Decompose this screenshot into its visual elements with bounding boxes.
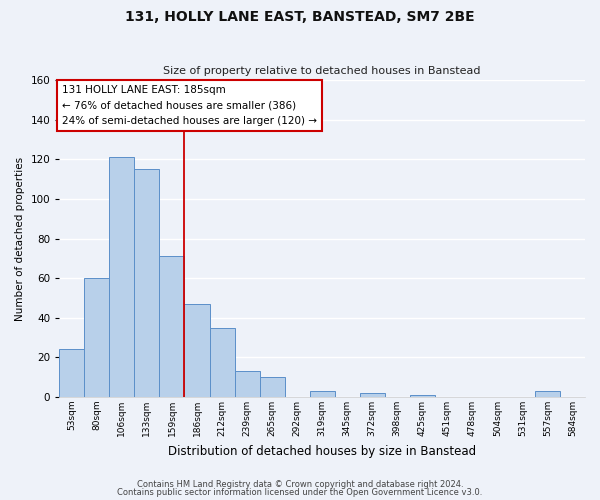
Y-axis label: Number of detached properties: Number of detached properties [15, 156, 25, 320]
Bar [109, 158, 134, 397]
Bar [235, 372, 260, 397]
Title: Size of property relative to detached houses in Banstead: Size of property relative to detached ho… [163, 66, 481, 76]
X-axis label: Distribution of detached houses by size in Banstead: Distribution of detached houses by size … [168, 444, 476, 458]
Bar [260, 377, 284, 397]
Bar [535, 391, 560, 397]
Text: Contains HM Land Registry data © Crown copyright and database right 2024.: Contains HM Land Registry data © Crown c… [137, 480, 463, 489]
Bar [134, 169, 160, 397]
Bar [85, 278, 109, 397]
Text: Contains public sector information licensed under the Open Government Licence v3: Contains public sector information licen… [118, 488, 482, 497]
Bar [360, 393, 385, 397]
Bar [209, 328, 235, 397]
Bar [310, 391, 335, 397]
Bar [410, 395, 435, 397]
Bar [59, 350, 85, 397]
Bar [160, 256, 184, 397]
Text: 131, HOLLY LANE EAST, BANSTEAD, SM7 2BE: 131, HOLLY LANE EAST, BANSTEAD, SM7 2BE [125, 10, 475, 24]
Bar [184, 304, 209, 397]
Text: 131 HOLLY LANE EAST: 185sqm
← 76% of detached houses are smaller (386)
24% of se: 131 HOLLY LANE EAST: 185sqm ← 76% of det… [62, 85, 317, 126]
